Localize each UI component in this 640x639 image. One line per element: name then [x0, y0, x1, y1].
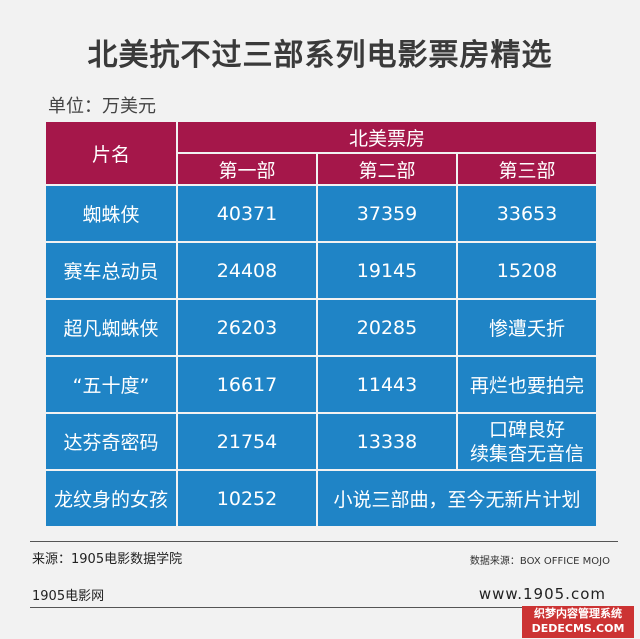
table-row: 龙纹身的女孩 10252 小说三部曲，至今无新片计划: [46, 471, 596, 526]
box-office-part-3: 口碑良好 续集杳无音信: [458, 414, 596, 469]
box-office-part-2: 37359: [318, 186, 456, 241]
box-office-part-1: 21754: [178, 414, 316, 469]
box-office-part-3: 33653: [458, 186, 596, 241]
watermark-line-1: 织梦内容管理系统: [534, 607, 622, 620]
source-text: 来源：1905电影数据学院: [32, 552, 183, 567]
box-office-part-2: 19145: [318, 243, 456, 298]
film-name: “五十度”: [46, 357, 176, 412]
table-row: 达芬奇密码 21754 13338 口碑良好 续集杳无音信: [46, 414, 596, 469]
part-3-note-line-2: 续集杳无音信: [469, 442, 584, 465]
header-part-2: 第二部: [318, 154, 456, 184]
table-row: 超凡蜘蛛侠 26203 20285 惨遭夭折: [46, 300, 596, 355]
box-office-part-2: 20285: [318, 300, 456, 355]
box-office-part-3: 15208: [458, 243, 596, 298]
box-office-part-1: 40371: [178, 186, 316, 241]
box-office-part-2-3-note: 小说三部曲，至今无新片计划: [318, 471, 596, 526]
box-office-part-1: 26203: [178, 300, 316, 355]
watermark-logo: 织梦内容管理系统 DEDECMS.COM: [522, 606, 634, 638]
data-source-text: 数据来源：BOX OFFICE MOJO: [469, 556, 610, 567]
film-name: 达芬奇密码: [46, 414, 176, 469]
box-office-table: 片名 北美票房 第一部 第二部 第三部 蜘蛛侠 40371 37359 3365…: [44, 120, 598, 528]
watermark-line-2: DEDECMS.COM: [531, 622, 625, 635]
table-row: 蜘蛛侠 40371 37359 33653: [46, 186, 596, 241]
film-name: 蜘蛛侠: [46, 186, 176, 241]
header-part-3: 第三部: [458, 154, 596, 184]
box-office-part-3: 惨遭夭折: [458, 300, 596, 355]
box-office-part-3: 再烂也要拍完: [458, 357, 596, 412]
header-north-america-box-office: 北美票房: [178, 122, 596, 152]
page-title: 北美抗不过三部系列电影票房精选: [87, 38, 553, 73]
film-name: 赛车总动员: [46, 243, 176, 298]
header-film-name: 片名: [46, 122, 176, 184]
brand-text: 1905电影网: [32, 589, 105, 604]
table-row: 赛车总动员 24408 19145 15208: [46, 243, 596, 298]
site-url: www.1905.com: [478, 585, 606, 603]
divider: [30, 607, 618, 608]
box-office-part-1: 10252: [178, 471, 316, 526]
box-office-part-2: 13338: [318, 414, 456, 469]
film-name: 龙纹身的女孩: [46, 471, 176, 526]
header-part-1: 第一部: [178, 154, 316, 184]
box-office-part-1: 24408: [178, 243, 316, 298]
box-office-part-1: 16617: [178, 357, 316, 412]
film-name: 超凡蜘蛛侠: [46, 300, 176, 355]
table-row: “五十度” 16617 11443 再烂也要拍完: [46, 357, 596, 412]
unit-label: 单位：万美元: [48, 96, 156, 117]
part-3-note-line-1: 口碑良好: [488, 418, 565, 441]
divider: [30, 541, 618, 542]
box-office-part-2: 11443: [318, 357, 456, 412]
